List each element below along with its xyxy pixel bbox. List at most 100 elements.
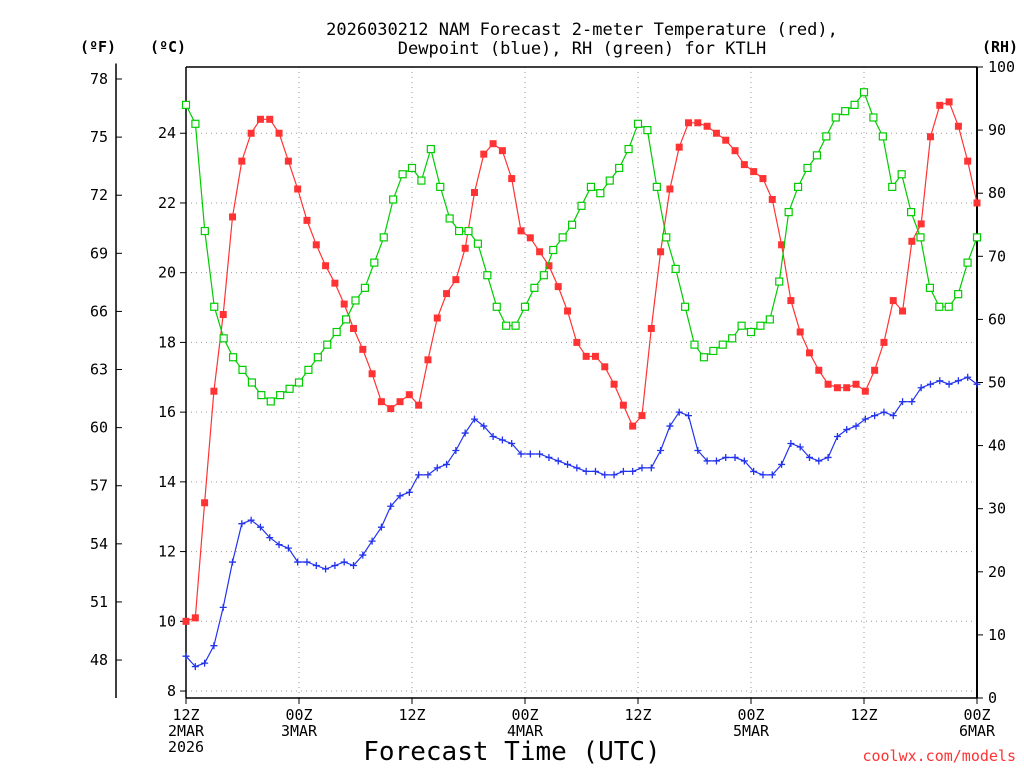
rh-point bbox=[454, 226, 464, 236]
dewpoint-point bbox=[889, 412, 897, 420]
rh-point bbox=[294, 378, 304, 387]
rh-point bbox=[897, 170, 906, 179]
fahrenheit-tick-label: 51 bbox=[90, 593, 108, 611]
temperature-point bbox=[805, 349, 813, 357]
dewpoint-point bbox=[526, 450, 534, 458]
rh-point bbox=[652, 182, 661, 191]
temperature-point bbox=[629, 422, 637, 430]
rh-tick-label: 0 bbox=[988, 689, 997, 707]
rh-point bbox=[728, 334, 737, 343]
temperature-point bbox=[768, 195, 776, 203]
temperature-point bbox=[712, 129, 720, 137]
fahrenheit-tick-label: 57 bbox=[90, 477, 108, 495]
rh-tick-label: 40 bbox=[988, 437, 1006, 455]
dewpoint-point bbox=[750, 467, 758, 475]
rh-unit-label: (RH) bbox=[982, 38, 1018, 56]
dewpoint-point bbox=[191, 663, 199, 671]
temperature-point bbox=[675, 143, 683, 151]
rh-point bbox=[200, 226, 209, 236]
temperature-point bbox=[508, 175, 516, 183]
dewpoint-point bbox=[405, 488, 413, 496]
rh-tick-label: 80 bbox=[988, 184, 1006, 202]
temperature-point bbox=[899, 307, 907, 315]
rh-point bbox=[370, 258, 379, 267]
celsius-tick-label: 14 bbox=[158, 473, 176, 491]
rh-point bbox=[445, 214, 454, 223]
fahrenheit-tick-label: 66 bbox=[90, 302, 108, 320]
temperature-point bbox=[843, 384, 851, 392]
dewpoint-point bbox=[880, 408, 888, 416]
rh-tick-label: 60 bbox=[988, 310, 1006, 328]
temperature-point bbox=[582, 352, 590, 360]
rh-point bbox=[869, 113, 878, 122]
dewpoint-point bbox=[703, 457, 711, 465]
temperature-point bbox=[647, 324, 655, 332]
series-rh bbox=[181, 88, 982, 406]
temperature-point bbox=[685, 119, 693, 127]
dewpoint-point bbox=[331, 562, 339, 570]
rh-point bbox=[822, 132, 831, 141]
temperature-point bbox=[191, 614, 199, 622]
x-tick-label: 2MAR bbox=[168, 722, 205, 740]
celsius-tick-label: 16 bbox=[158, 403, 176, 421]
dewpoint-point bbox=[824, 453, 832, 461]
dewpoint-point bbox=[638, 464, 646, 472]
dewpoint-point bbox=[591, 467, 599, 475]
dewpoint-point bbox=[554, 457, 562, 465]
x-tick-label: 12Z bbox=[850, 706, 877, 724]
dewpoint-point bbox=[303, 558, 311, 566]
rh-point bbox=[784, 208, 793, 217]
dewpoint-point bbox=[833, 433, 841, 441]
fahrenheit-tick-label: 75 bbox=[90, 128, 108, 146]
rh-point bbox=[276, 391, 285, 400]
temperature-point bbox=[517, 227, 525, 235]
dewpoint-point bbox=[508, 440, 516, 448]
dewpoint-point bbox=[238, 520, 246, 528]
temperature-point bbox=[731, 147, 739, 155]
dewpoint-point bbox=[452, 446, 460, 454]
celsius-tick-label: 12 bbox=[158, 543, 176, 561]
temperature-point bbox=[610, 380, 618, 388]
celsius-tick-label: 10 bbox=[158, 612, 176, 630]
dewpoint-point bbox=[294, 558, 302, 566]
rh-point bbox=[567, 220, 577, 229]
temperature-point bbox=[694, 119, 702, 127]
rh-point bbox=[577, 201, 586, 210]
rh-point bbox=[266, 397, 275, 406]
dewpoint-point bbox=[815, 457, 823, 465]
fahrenheit-tick-label: 69 bbox=[90, 244, 108, 262]
rh-point bbox=[502, 321, 511, 330]
temperature-point bbox=[415, 401, 423, 409]
rh-point bbox=[247, 378, 257, 387]
rh-point bbox=[473, 239, 483, 248]
rh-point bbox=[699, 353, 709, 362]
fahrenheit-tick-label: 78 bbox=[90, 70, 108, 88]
dewpoint-point bbox=[284, 544, 292, 552]
temperature-point bbox=[247, 129, 255, 137]
temperature-point bbox=[461, 244, 469, 252]
celsius-tick-label: 18 bbox=[158, 333, 176, 351]
temperature-point bbox=[480, 150, 488, 158]
temperature-point bbox=[359, 345, 367, 353]
temperature-point bbox=[759, 175, 767, 183]
rh-point bbox=[407, 163, 417, 173]
temperature-point bbox=[554, 283, 562, 291]
dewpoint-point bbox=[852, 422, 860, 430]
rh-tick-label: 90 bbox=[988, 121, 1006, 139]
dewpoint-point bbox=[740, 457, 748, 465]
celsius-tick-label: 22 bbox=[158, 194, 176, 212]
rh-point bbox=[709, 346, 718, 356]
dewpoint-point bbox=[359, 551, 367, 559]
dewpoint-point bbox=[247, 516, 255, 524]
rh-point bbox=[963, 258, 972, 267]
rh-point bbox=[746, 327, 756, 337]
dewpoint-point bbox=[778, 460, 786, 468]
dewpoint-point bbox=[461, 429, 469, 437]
celsius-unit-label: (ºC) bbox=[150, 38, 186, 56]
rh-point bbox=[191, 119, 200, 128]
temperature-point bbox=[536, 248, 544, 256]
dewpoint-point bbox=[685, 412, 693, 420]
temperature-point bbox=[303, 216, 311, 224]
dewpoint-point bbox=[843, 426, 851, 434]
dewpoint-point bbox=[322, 565, 330, 573]
